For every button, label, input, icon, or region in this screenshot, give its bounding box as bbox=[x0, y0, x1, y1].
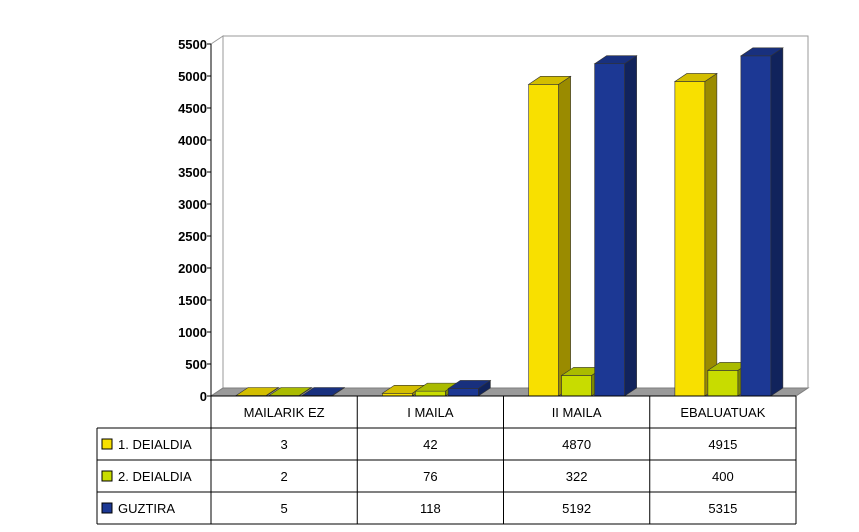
legend-label: GUZTIRA bbox=[118, 501, 175, 516]
bar-front bbox=[561, 375, 592, 397]
bar-top bbox=[527, 76, 572, 85]
bar-side bbox=[558, 75, 571, 397]
bar-front bbox=[707, 370, 739, 397]
y-tick-label: 3000 bbox=[178, 197, 207, 212]
data-value: 4870 bbox=[562, 437, 591, 452]
back-wall bbox=[222, 35, 809, 389]
x-tick-label: II MAILA bbox=[552, 405, 602, 420]
x-tick-label: MAILARIK EZ bbox=[244, 405, 325, 420]
bar bbox=[447, 379, 492, 397]
bar-top bbox=[447, 380, 492, 389]
bars bbox=[235, 47, 784, 397]
y-tick-label: 1000 bbox=[178, 325, 207, 340]
legend-label: 2. DEIALDIA bbox=[118, 469, 192, 484]
legend-swatch bbox=[101, 502, 113, 514]
bar-front bbox=[415, 390, 446, 397]
bar-side bbox=[770, 47, 784, 397]
bar-side bbox=[704, 72, 718, 397]
data-value: 400 bbox=[712, 469, 734, 484]
bar-top bbox=[673, 73, 718, 82]
data-value: 118 bbox=[420, 501, 441, 516]
legend-label: 1. DEIALDIA bbox=[118, 437, 192, 452]
data-value: 42 bbox=[423, 437, 437, 452]
side-wall bbox=[210, 35, 224, 397]
data-value: 5192 bbox=[562, 501, 591, 516]
y-tick-label: 2000 bbox=[178, 261, 207, 276]
y-tick-label: 4000 bbox=[178, 133, 207, 148]
plot-area bbox=[209, 35, 810, 397]
bar-front bbox=[528, 84, 559, 397]
y-tick-label: 2500 bbox=[178, 229, 207, 244]
x-tick-label: I MAILA bbox=[407, 405, 454, 420]
data-value: 3 bbox=[281, 437, 288, 452]
bar-top bbox=[593, 55, 638, 65]
x-tick-label: EBALUATUAK bbox=[680, 405, 765, 420]
y-tick-label: 5000 bbox=[178, 69, 207, 84]
bar-side bbox=[624, 55, 637, 397]
bar bbox=[739, 47, 784, 397]
bar bbox=[673, 72, 718, 397]
bar bbox=[593, 55, 638, 397]
legend-swatch bbox=[101, 470, 113, 482]
data-value: 5 bbox=[281, 501, 288, 516]
data-value: 5315 bbox=[708, 501, 737, 516]
data-value: 2 bbox=[281, 469, 288, 484]
bar-top bbox=[739, 47, 784, 57]
y-tick-label: 1500 bbox=[178, 293, 207, 308]
y-axis: 0 500 1000 1500 2000 2500 3000 3500 4000 4500 5000… bbox=[178, 37, 212, 404]
data-value: 4915 bbox=[708, 437, 737, 452]
bar-front bbox=[674, 81, 706, 397]
bar bbox=[527, 75, 572, 397]
legend-swatch bbox=[101, 438, 113, 450]
y-tick-label: 0 bbox=[200, 389, 207, 404]
data-table: MAILARIK EZ I MAILA II MAILA EBALUATUAK 1. D… bbox=[96, 395, 797, 525]
y-tick-label: 3500 bbox=[178, 165, 207, 180]
bar-front bbox=[740, 55, 772, 397]
data-value: 76 bbox=[423, 469, 437, 484]
y-tick-label: 5500 bbox=[178, 37, 207, 52]
bar-front bbox=[594, 63, 625, 397]
data-value: 322 bbox=[566, 469, 588, 484]
y-tick-label: 4500 bbox=[178, 101, 207, 116]
y-tick-label: 500 bbox=[185, 357, 207, 372]
bar-front bbox=[448, 388, 479, 397]
